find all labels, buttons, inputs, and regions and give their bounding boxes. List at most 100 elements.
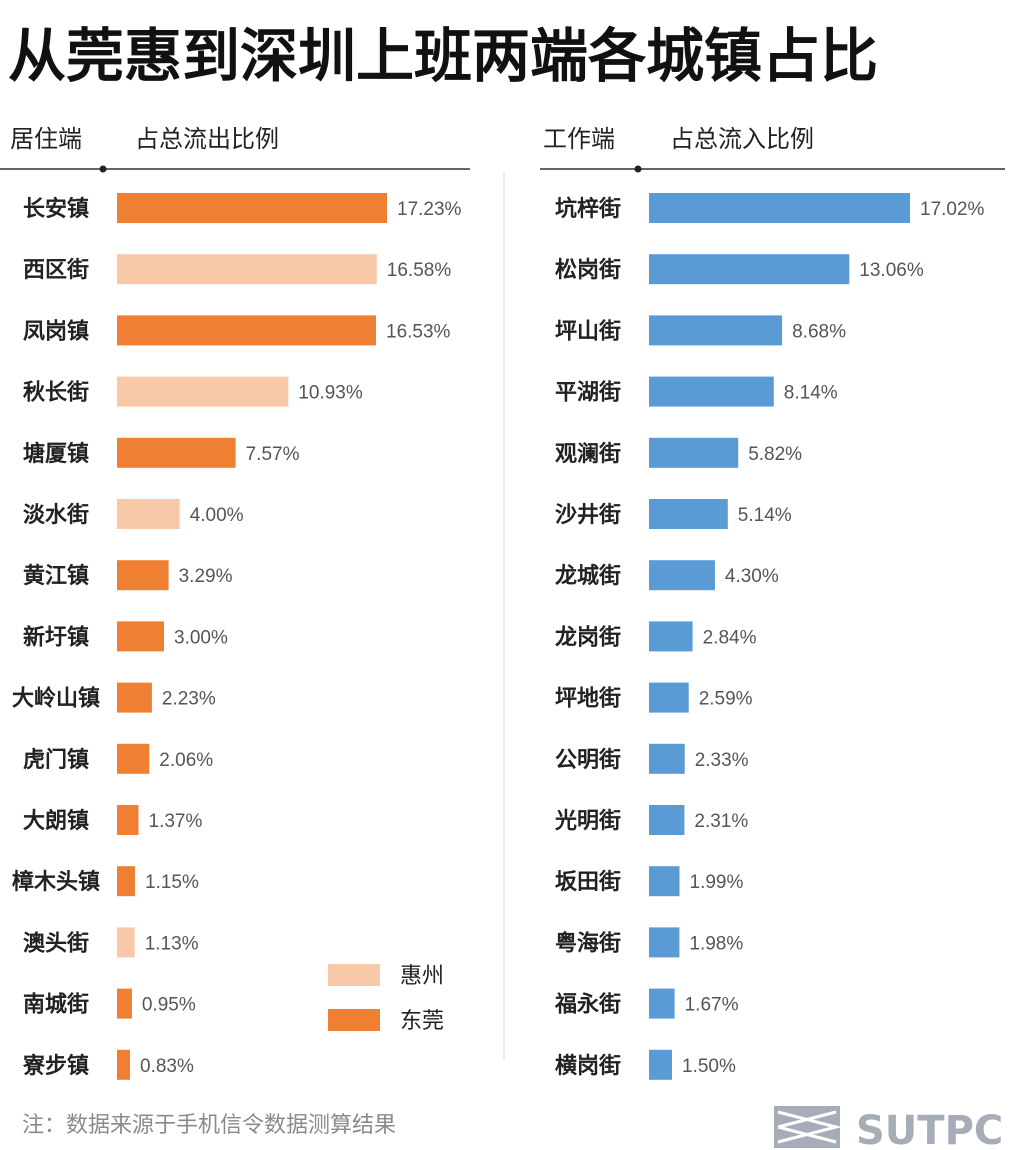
sutpc-logo: SUTPC	[774, 1106, 1003, 1150]
right-bar	[649, 193, 910, 223]
left-value-label: 7.57%	[246, 444, 300, 465]
right-category-label: 坂田街	[555, 869, 621, 895]
left-category-label: 大岭山镇	[12, 686, 100, 712]
left-category-label: 寮步镇	[22, 1053, 89, 1079]
left-category-label: 黄江镇	[23, 563, 89, 589]
left-category-label: 澳头街	[23, 930, 89, 956]
right-bar	[649, 376, 774, 407]
right-bar	[649, 1049, 672, 1080]
right-category-label: 公明街	[555, 747, 621, 773]
footnote: 注：数据来源于手机信令数据测算结果	[22, 1113, 396, 1138]
right-bar	[649, 560, 715, 591]
left-category-header: 居住端	[10, 125, 82, 153]
left-bar	[117, 805, 139, 835]
left-value-label: 2.23%	[162, 689, 216, 710]
left-bar	[117, 988, 132, 1019]
right-value-label: 13.06%	[859, 260, 924, 281]
legend-label-huizhou: 惠州	[400, 964, 444, 989]
right-bar	[649, 437, 739, 468]
left-bar	[117, 315, 376, 346]
right-value-header: 占总流入比例	[670, 125, 814, 153]
left-bar	[117, 193, 387, 223]
left-bar	[117, 621, 164, 652]
right-bar	[649, 805, 685, 835]
left-bar-group: 长安镇 17.23% 西区街 16.58% 凤岗镇 16.53% 秋长街 10.93% 塘厦镇 7…	[12, 193, 462, 1080]
right-bar	[649, 682, 689, 713]
right-value-label: 2.84%	[703, 627, 757, 648]
left-category-label: 秋长街	[23, 380, 89, 406]
left-category-label: 大朗镇	[23, 808, 89, 834]
left-value-label: 0.95%	[142, 995, 196, 1016]
left-bar	[117, 499, 180, 529]
legend-swatch-dongguan	[328, 1009, 380, 1031]
right-bar-group: 坑梓街 17.02% 松岗街 13.06% 坪山街 8.68% 平湖街 8.14% 观澜街 5.8…	[554, 193, 985, 1080]
right-category-label: 沙井街	[555, 502, 621, 528]
left-value-label: 16.53%	[386, 321, 451, 342]
right-value-label: 1.98%	[689, 933, 743, 954]
right-value-label: 1.67%	[685, 995, 739, 1016]
right-value-label: 8.14%	[784, 383, 838, 404]
right-category-header: 工作端	[543, 125, 615, 153]
right-category-label: 观澜街	[555, 441, 621, 467]
left-value-label: 4.00%	[190, 505, 244, 526]
right-bar	[649, 621, 693, 652]
legend-swatch-huizhou	[328, 964, 380, 986]
legend-label-dongguan: 东莞	[400, 1009, 444, 1034]
left-bar	[117, 927, 135, 958]
left-category-label: 新圩镇	[23, 624, 89, 650]
right-category-label: 坑梓街	[555, 196, 621, 222]
right-value-label: 2.59%	[699, 689, 753, 710]
right-value-label: 5.82%	[748, 444, 802, 465]
left-value-label: 10.93%	[298, 383, 363, 404]
legend: 惠州 东莞	[328, 964, 444, 1034]
left-bar	[117, 437, 236, 468]
left-value-label: 1.13%	[145, 933, 199, 954]
right-bar	[649, 927, 680, 958]
right-category-label: 龙城街	[555, 563, 621, 589]
left-value-label: 1.37%	[149, 811, 203, 832]
left-bar	[117, 1049, 130, 1080]
right-value-label: 2.33%	[695, 750, 749, 771]
left-value-label: 1.15%	[145, 872, 199, 893]
left-bar	[117, 254, 377, 285]
left-value-label: 3.29%	[179, 566, 233, 587]
right-category-label: 平湖街	[555, 380, 621, 406]
left-category-label: 长安镇	[23, 196, 89, 222]
right-category-label: 光明街	[554, 808, 621, 834]
right-category-label: 坪山街	[555, 318, 621, 344]
right-category-label: 横岗街	[555, 1053, 621, 1079]
right-value-label: 1.99%	[690, 872, 744, 893]
left-bar	[117, 376, 289, 407]
right-bar	[649, 743, 685, 774]
left-category-label: 西区街	[23, 257, 89, 283]
right-category-label: 粤海街	[555, 930, 621, 956]
right-bar	[649, 315, 783, 346]
left-category-label: 虎门镇	[23, 747, 89, 773]
left-category-label: 塘厦镇	[23, 441, 89, 467]
left-bar	[117, 866, 135, 897]
right-header-dot	[634, 165, 642, 173]
right-bar	[649, 866, 680, 897]
left-value-label: 3.00%	[174, 627, 228, 648]
left-value-label: 2.06%	[159, 750, 213, 771]
left-bar	[117, 560, 169, 591]
right-category-label: 龙岗街	[555, 624, 621, 650]
right-category-label: 福永街	[554, 992, 621, 1018]
right-bar	[649, 254, 850, 285]
chart-title: 从莞惠到深圳上班两端各城镇占比	[8, 22, 878, 90]
left-bar	[117, 682, 152, 713]
right-value-label: 2.31%	[694, 811, 748, 832]
left-bar	[117, 743, 150, 774]
left-category-label: 南城街	[23, 992, 89, 1018]
brand-name: SUTPC	[856, 1108, 1003, 1150]
right-value-label: 5.14%	[738, 505, 792, 526]
left-value-label: 17.23%	[397, 199, 462, 220]
logo-stripes-icon	[777, 1110, 842, 1144]
left-category-label: 淡水街	[23, 502, 89, 528]
left-value-header: 占总流出比例	[135, 125, 279, 153]
left-category-label: 樟木头镇	[12, 869, 100, 895]
left-value-label: 16.58%	[387, 260, 452, 281]
right-bar	[649, 988, 675, 1019]
left-value-label: 0.83%	[140, 1056, 194, 1077]
right-value-label: 8.68%	[792, 321, 846, 342]
